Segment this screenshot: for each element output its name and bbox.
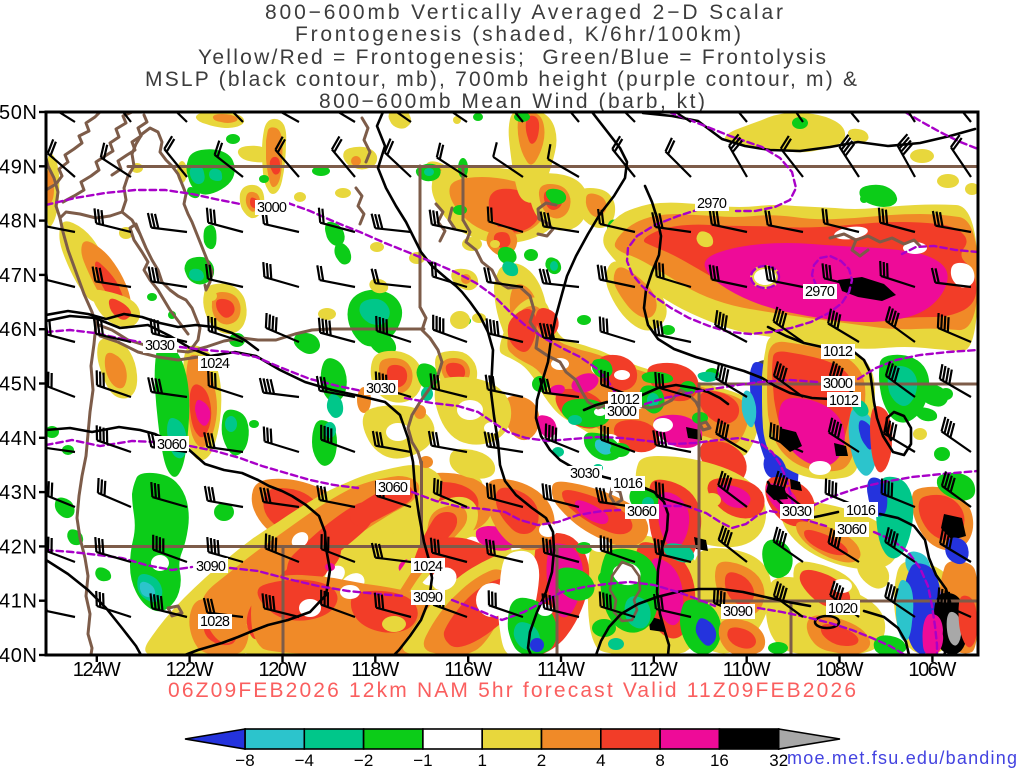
svg-text:47N: 47N <box>0 265 37 287</box>
svg-text:124W: 124W <box>73 659 121 681</box>
svg-text:3030: 3030 <box>782 504 812 520</box>
svg-text:43N: 43N <box>0 482 37 504</box>
svg-text:3060: 3060 <box>157 437 187 453</box>
svg-text:3000: 3000 <box>823 376 853 392</box>
svg-text:49N: 49N <box>0 156 37 178</box>
svg-text:46N: 46N <box>0 319 37 341</box>
svg-text:1028: 1028 <box>200 614 230 630</box>
svg-text:−8: −8 <box>235 751 254 768</box>
svg-text:50N: 50N <box>0 102 37 124</box>
svg-text:3030: 3030 <box>366 381 396 397</box>
svg-text:1020: 1020 <box>828 601 858 617</box>
svg-text:moe.met.fsu.edu/banding: moe.met.fsu.edu/banding <box>787 748 1017 768</box>
svg-text:3000: 3000 <box>257 200 287 216</box>
svg-text:45N: 45N <box>0 374 37 396</box>
svg-text:3030: 3030 <box>145 338 175 354</box>
svg-text:−1: −1 <box>413 751 432 768</box>
svg-text:42N: 42N <box>0 536 37 558</box>
svg-text:32: 32 <box>769 751 788 768</box>
svg-text:Frontogenesis (shaded, K/6hr/1: Frontogenesis (shaded, K/6hr/100km) <box>295 23 741 46</box>
svg-text:3000: 3000 <box>607 404 637 420</box>
svg-text:48N: 48N <box>0 211 37 233</box>
svg-text:114W: 114W <box>537 659 585 681</box>
svg-text:1024: 1024 <box>413 559 443 575</box>
svg-text:1012: 1012 <box>829 393 859 409</box>
svg-text:110W: 110W <box>723 659 771 681</box>
svg-text:2970: 2970 <box>697 196 727 212</box>
svg-text:3090: 3090 <box>413 590 443 606</box>
svg-text:3060: 3060 <box>837 522 867 538</box>
svg-text:108W: 108W <box>816 659 864 681</box>
svg-text:1012: 1012 <box>823 344 853 360</box>
svg-text:44N: 44N <box>0 428 37 450</box>
svg-text:40N: 40N <box>0 645 37 667</box>
svg-text:3030: 3030 <box>570 466 600 482</box>
svg-text:116W: 116W <box>444 659 492 681</box>
svg-text:3090: 3090 <box>723 604 753 620</box>
svg-text:3090: 3090 <box>196 559 226 575</box>
svg-text:1016: 1016 <box>846 503 876 519</box>
svg-text:3060: 3060 <box>627 504 657 520</box>
svg-text:800−600mb Mean Wind (barb, kt): 800−600mb Mean Wind (barb, kt) <box>319 90 705 113</box>
svg-text:Yellow/Red = Frontogenesis; G: Yellow/Red = Frontogenesis; Green/Blue =… <box>198 46 826 69</box>
svg-text:122W: 122W <box>166 659 214 681</box>
svg-text:4: 4 <box>596 751 605 768</box>
svg-text:106W: 106W <box>908 659 956 681</box>
svg-text:06Z09FEB2026 12km NAM 5hr fore: 06Z09FEB2026 12km NAM 5hr forecast Valid… <box>168 679 856 702</box>
svg-text:3060: 3060 <box>378 480 408 496</box>
svg-text:112W: 112W <box>630 659 678 681</box>
svg-text:16: 16 <box>710 751 729 768</box>
svg-text:−2: −2 <box>354 751 373 768</box>
svg-text:MSLP (black contour, mb), 700m: MSLP (black contour, mb), 700mb height (… <box>145 68 857 91</box>
svg-text:8: 8 <box>655 751 664 768</box>
svg-text:2970: 2970 <box>805 284 835 300</box>
svg-text:41N: 41N <box>0 591 37 613</box>
svg-text:1: 1 <box>477 751 486 768</box>
svg-text:1016: 1016 <box>613 476 643 492</box>
svg-text:1024: 1024 <box>200 356 230 372</box>
svg-text:−4: −4 <box>295 751 314 768</box>
svg-text:118W: 118W <box>351 659 399 681</box>
svg-text:120W: 120W <box>259 659 307 681</box>
svg-text:800−600mb Vertically Averaged: 800−600mb Vertically Averaged 2−D Scalar <box>265 1 783 24</box>
svg-text:2: 2 <box>537 751 546 768</box>
